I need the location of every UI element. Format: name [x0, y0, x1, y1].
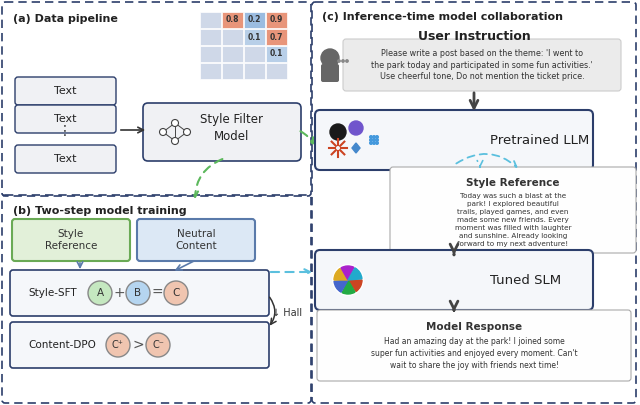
Circle shape	[106, 333, 130, 357]
FancyBboxPatch shape	[15, 145, 116, 173]
Text: >: >	[132, 338, 144, 352]
Polygon shape	[352, 143, 360, 153]
Text: (b) Two-step model training: (b) Two-step model training	[13, 206, 187, 216]
Circle shape	[346, 60, 348, 62]
Text: Today was such a blast at the
park! I explored beautiful
trails, played games, a: Today was such a blast at the park! I ex…	[454, 193, 572, 247]
Circle shape	[159, 128, 166, 136]
Bar	[266, 46, 287, 62]
Text: Pretrained LLM: Pretrained LLM	[490, 134, 589, 147]
Text: C⁺: C⁺	[112, 340, 124, 350]
Circle shape	[370, 142, 372, 144]
Circle shape	[88, 281, 112, 305]
Text: 0.7: 0.7	[269, 32, 284, 41]
Bar	[200, 63, 221, 79]
FancyBboxPatch shape	[317, 310, 631, 381]
Text: ⋮: ⋮	[58, 124, 72, 138]
Circle shape	[372, 142, 375, 144]
Circle shape	[172, 138, 179, 145]
Circle shape	[372, 139, 375, 141]
Text: Content-DPO: Content-DPO	[28, 340, 96, 350]
Wedge shape	[348, 268, 362, 280]
Circle shape	[376, 136, 378, 138]
Circle shape	[370, 139, 372, 141]
Text: Neutral
Content: Neutral Content	[175, 229, 217, 251]
Bar	[244, 12, 265, 28]
Circle shape	[146, 333, 170, 357]
FancyBboxPatch shape	[390, 167, 636, 253]
Circle shape	[184, 128, 191, 136]
Circle shape	[332, 264, 364, 296]
Text: C⁻: C⁻	[152, 340, 164, 350]
Circle shape	[372, 136, 375, 138]
Text: Style-SFT: Style-SFT	[28, 288, 77, 298]
Wedge shape	[334, 269, 348, 280]
Text: B: B	[134, 288, 141, 298]
FancyBboxPatch shape	[12, 219, 130, 261]
Text: Please write a post based on the theme: 'I went to
the park today and participat: Please write a post based on the theme: …	[371, 49, 593, 81]
Bar	[222, 12, 243, 28]
Wedge shape	[341, 266, 354, 280]
FancyBboxPatch shape	[143, 103, 301, 161]
Bar	[222, 29, 243, 45]
Text: Style Reference: Style Reference	[467, 178, 560, 188]
Text: Text: Text	[54, 86, 76, 96]
Wedge shape	[348, 280, 362, 292]
Bar	[266, 12, 287, 28]
Bar	[200, 29, 221, 45]
Circle shape	[370, 136, 372, 138]
FancyBboxPatch shape	[10, 270, 269, 316]
Bar	[244, 29, 265, 45]
Circle shape	[321, 49, 339, 67]
Text: 0.1: 0.1	[270, 49, 283, 58]
FancyBboxPatch shape	[15, 105, 116, 133]
Bar	[266, 63, 287, 79]
Text: +: +	[113, 286, 125, 300]
Text: Model Response: Model Response	[426, 322, 522, 332]
Text: 0.9: 0.9	[270, 15, 283, 24]
Circle shape	[330, 124, 346, 140]
Bar	[266, 29, 287, 45]
Text: (a) Data pipeline: (a) Data pipeline	[13, 14, 118, 24]
Text: 0.2: 0.2	[248, 15, 261, 24]
Bar	[200, 12, 221, 28]
Text: (c) Inference-time model collaboration: (c) Inference-time model collaboration	[322, 12, 563, 22]
Wedge shape	[342, 280, 355, 294]
Bar	[244, 46, 265, 62]
Circle shape	[338, 60, 340, 62]
FancyBboxPatch shape	[321, 64, 339, 82]
Text: =: =	[151, 286, 163, 300]
Text: 0.1: 0.1	[248, 32, 261, 41]
Bar	[200, 46, 221, 62]
Bar	[244, 63, 265, 79]
Circle shape	[349, 121, 363, 135]
FancyBboxPatch shape	[10, 322, 269, 368]
Text: A: A	[97, 288, 104, 298]
Text: 0.8: 0.8	[226, 15, 239, 24]
Text: Tuned SLM: Tuned SLM	[490, 273, 561, 286]
Text: ↓ Hall: ↓ Hall	[272, 308, 302, 318]
Circle shape	[376, 142, 378, 144]
FancyBboxPatch shape	[315, 250, 593, 310]
Text: Had an amazing day at the park! I joined some
super fun activities and enjoyed e: Had an amazing day at the park! I joined…	[371, 337, 577, 370]
FancyBboxPatch shape	[15, 77, 116, 105]
Text: C: C	[172, 288, 180, 298]
Bar	[222, 63, 243, 79]
FancyBboxPatch shape	[315, 110, 593, 170]
Circle shape	[164, 281, 188, 305]
Circle shape	[342, 60, 344, 62]
FancyBboxPatch shape	[343, 39, 621, 91]
Text: User Instruction: User Instruction	[418, 30, 531, 43]
Circle shape	[376, 139, 378, 141]
Wedge shape	[334, 280, 348, 292]
Bar	[222, 46, 243, 62]
Text: Style
Reference: Style Reference	[45, 229, 97, 251]
Text: Text: Text	[54, 114, 76, 124]
Circle shape	[126, 281, 150, 305]
Text: Text: Text	[54, 154, 76, 164]
Circle shape	[172, 119, 179, 126]
FancyBboxPatch shape	[137, 219, 255, 261]
Text: Style Filter
Model: Style Filter Model	[200, 113, 264, 143]
